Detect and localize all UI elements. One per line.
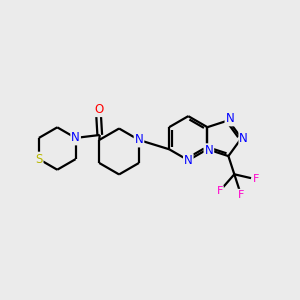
Text: N: N [226,112,234,125]
Text: F: F [217,186,223,196]
Text: N: N [71,131,80,144]
Text: F: F [253,174,259,184]
Text: N: N [135,134,143,146]
Text: O: O [94,103,103,116]
Text: N: N [205,144,213,157]
Text: N: N [184,154,193,167]
Text: S: S [35,153,43,166]
Text: N: N [239,132,248,145]
Text: F: F [238,190,244,200]
